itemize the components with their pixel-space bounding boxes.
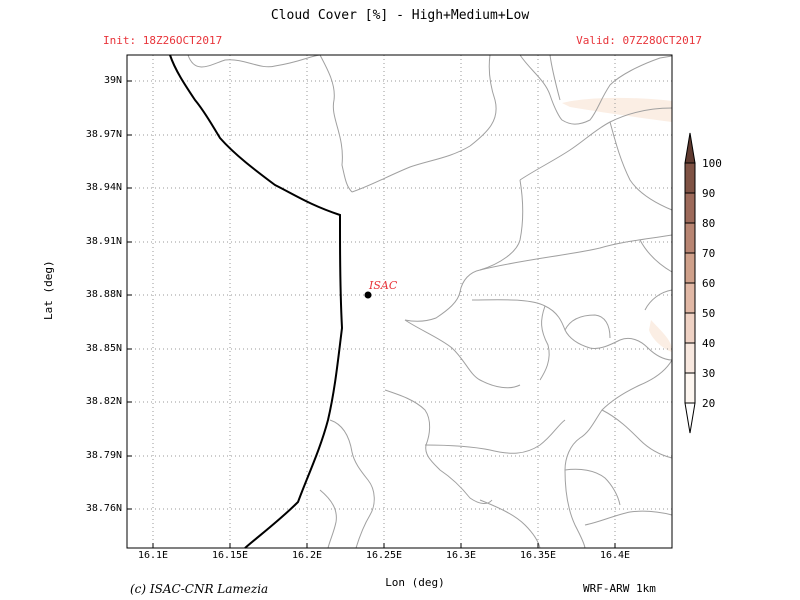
colorbar-band-40-50 [684, 312, 696, 344]
colorbar-bottom-arrow [684, 402, 696, 434]
y-tick-label: 38.82N [85, 396, 122, 407]
y-tick-label: 39N [103, 75, 122, 86]
cloud-patch-north [562, 97, 672, 122]
map-title: Cloud Cover [%] - High+Medium+Low [270, 8, 530, 23]
y-tick-label: 38.94N [85, 182, 122, 193]
colorbar-band-20-30 [684, 372, 696, 404]
x-axis-title: Lon (deg) [385, 576, 445, 589]
y-tick-label: 38.85N [85, 343, 122, 354]
colorbar-label: 30 [702, 367, 716, 380]
colorbar-band-50-60 [684, 282, 696, 314]
colorbar-band-30-40 [684, 342, 696, 374]
valid-time: Valid: 07Z28OCT2017 [576, 34, 702, 47]
colorbar-top-arrow [684, 132, 696, 164]
colorbar-label: 100 [702, 157, 722, 170]
colorbar-label: 80 [702, 217, 716, 230]
tick-marks [127, 80, 616, 548]
colorbar-label: 70 [702, 247, 716, 260]
x-tick-label: 16.25E [365, 550, 403, 561]
coastline [169, 54, 344, 549]
colorbar-band-60-70 [684, 252, 696, 284]
y-tick-label: 38.76N [85, 503, 122, 514]
cloud-patch-east [649, 320, 672, 352]
admin-boundaries [187, 54, 673, 549]
station-label: ISAC [369, 279, 398, 292]
colorbar-label: 60 [702, 277, 716, 290]
x-tick-label: 16.4E [599, 550, 631, 561]
station-marker [364, 291, 372, 299]
x-tick-label: 16.3E [445, 550, 477, 561]
y-axis-title: Lat (deg) [42, 260, 55, 320]
y-tick-label: 38.79N [85, 450, 122, 461]
plot-frame [126, 54, 673, 549]
y-tick-label: 38.97N [85, 129, 122, 140]
model-label: WRF-ARW 1km [583, 582, 656, 595]
grid-lines [127, 55, 672, 548]
colorbar-band-90-100 [684, 162, 696, 194]
x-tick-label: 16.15E [211, 550, 249, 561]
colorbar-label: 90 [702, 187, 716, 200]
colorbar-label: 50 [702, 307, 716, 320]
colorbar-band-70-80 [684, 222, 696, 254]
x-tick-label: 16.2E [291, 550, 323, 561]
x-tick-label: 16.1E [137, 550, 169, 561]
y-tick-label: 38.88N [85, 289, 122, 300]
init-time: Init: 18Z26OCT2017 [103, 34, 223, 47]
x-tick-label: 16.35E [519, 550, 557, 561]
colorbar-band-80-90 [684, 192, 696, 224]
colorbar-label: 20 [702, 397, 716, 410]
credit-text: (c) ISAC-CNR Lamezia [130, 582, 269, 596]
colorbar-label: 40 [702, 337, 716, 350]
colorbar [684, 132, 696, 434]
y-tick-label: 38.91N [85, 236, 122, 247]
